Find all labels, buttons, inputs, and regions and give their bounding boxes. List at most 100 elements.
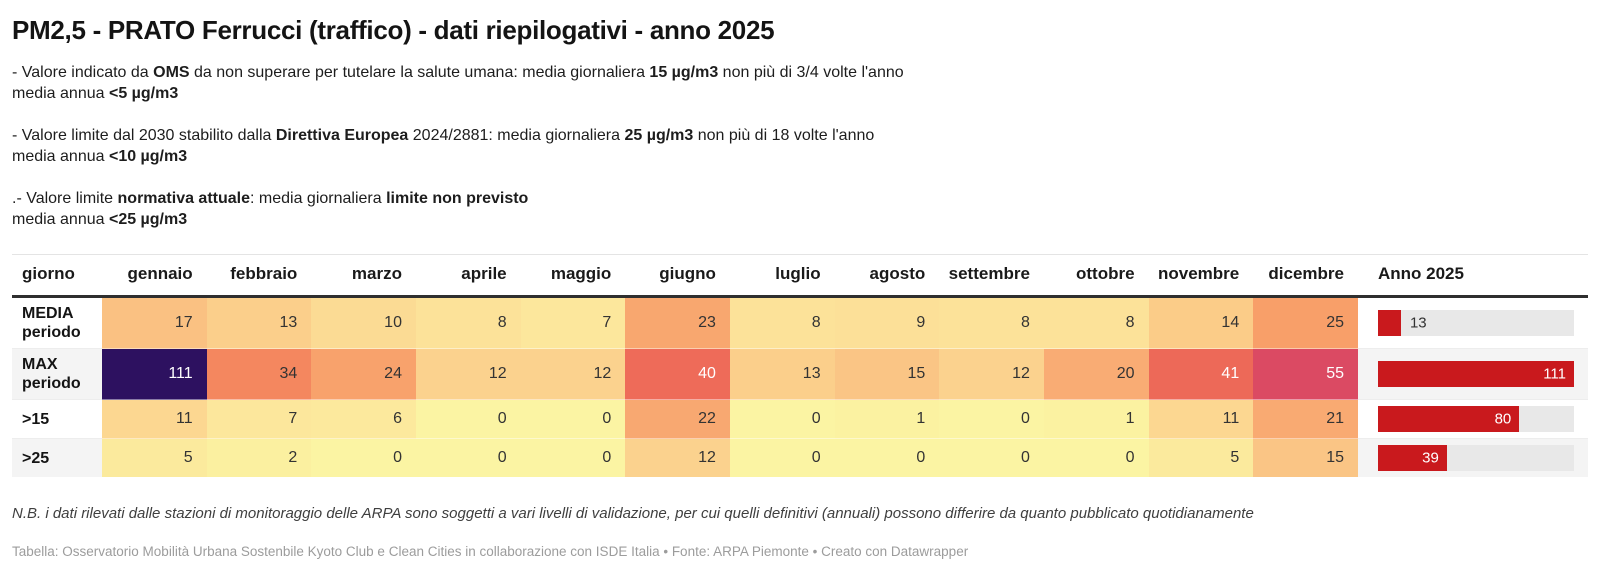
anno-bar-cell: 80: [1358, 399, 1588, 439]
page-title: PM2,5 - PRATO Ferrucci (traffico) - dati…: [12, 15, 775, 45]
bar-value-label: 13: [1409, 314, 1427, 332]
heat-cell: 24: [311, 348, 416, 400]
description-text: 2024/2881: media giornaliera: [408, 127, 625, 144]
heat-cell: 7: [206, 399, 312, 439]
summary-table: giorno gennaio febbraio marzo aprile maggio gi…: [12, 254, 1588, 477]
heat-cell: 0: [1043, 438, 1149, 477]
heat-cell: 0: [311, 438, 416, 477]
heat-cell: 25: [1253, 296, 1358, 349]
heat-cell: 12: [939, 348, 1044, 400]
validation-note: N.B. i dati rilevati dalle stazioni di m…: [12, 505, 1254, 522]
heat-cell: 5: [1148, 438, 1254, 477]
table-row: >25 5 2 0 0 0 12 0 0 0 0 5 15 39: [12, 438, 1588, 477]
heat-cell: 11: [102, 399, 207, 439]
heat-cell: 2: [206, 438, 312, 477]
description-text: - Valore limite dal 2030 stabilito dalla: [12, 127, 276, 144]
row-label: MEDIA periodo: [12, 296, 102, 349]
description-text: media annua: [12, 148, 109, 165]
heat-cell: 0: [729, 438, 835, 477]
description-text: media annua: [12, 211, 109, 228]
description-bold-text: normativa attuale: [117, 190, 250, 207]
heat-cell: 15: [1253, 438, 1358, 477]
table-header-row: giorno gennaio febbraio marzo aprile maggio gi…: [12, 254, 1588, 298]
heat-cell: 8: [1043, 296, 1149, 349]
heat-cell: 0: [520, 399, 626, 439]
row-label: >25: [12, 438, 102, 477]
heat-cell: 20: [1043, 348, 1149, 400]
heat-cell: 13: [206, 296, 312, 349]
heat-cell: 1: [1043, 399, 1149, 439]
description-bold-text: 15 µg/m3: [649, 64, 719, 81]
bar-value-label: 80: [1494, 410, 1512, 428]
heat-cell: 13: [729, 348, 835, 400]
description-paragraph: - Valore limite dal 2030 stabilito dalla…: [12, 125, 1588, 167]
column-header-giugno: giugno: [625, 254, 730, 298]
heat-cell: 9: [834, 296, 940, 349]
heat-cell: 1: [834, 399, 940, 439]
heat-cell: 55: [1253, 348, 1358, 400]
bar-fill: [1378, 310, 1401, 336]
heat-cell: 12: [415, 348, 521, 400]
heat-cell: 0: [415, 399, 521, 439]
description-bold-text: <10 µg/m3: [108, 148, 188, 165]
description-text: - Valore indicato da: [12, 64, 154, 81]
description-bold-text: limite non previsto: [386, 190, 529, 207]
heat-cell: 0: [415, 438, 521, 477]
column-header-dicembre: dicembre: [1253, 254, 1358, 298]
heat-cell: 0: [520, 438, 626, 477]
anno-bar-cell: 39: [1358, 438, 1588, 477]
heat-cell: 0: [939, 438, 1044, 477]
heat-cell: 12: [520, 348, 626, 400]
heat-cell: 0: [729, 399, 835, 439]
table-row: MAX periodo 111 34 24 12 12 40 13 15 12 20 41 55 111: [12, 348, 1588, 400]
description-bold-text: <5 µg/m3: [108, 85, 179, 102]
heat-cell: 41: [1148, 348, 1254, 400]
description-paragraph: - Valore indicato da OMS da non superare…: [12, 62, 1588, 104]
anno-bar-cell: 13: [1358, 296, 1588, 349]
description-bold-text: Direttiva Europea: [275, 127, 409, 144]
description-block: - Valore indicato da OMS da non superare…: [12, 62, 1588, 230]
bar-track: 80: [1378, 406, 1574, 432]
bar-fill: [1378, 406, 1520, 432]
description-bold-text: 25 µg/m3: [624, 127, 694, 144]
heat-cell: 10: [311, 296, 416, 349]
heat-cell: 7: [520, 296, 626, 349]
column-header-maggio: maggio: [520, 254, 626, 298]
bar-track: 13: [1378, 310, 1574, 336]
heat-cell: 6: [311, 399, 416, 439]
column-header-novembre: novembre: [1148, 254, 1254, 298]
description-bold-text: <25 µg/m3: [108, 211, 188, 228]
bar-value-label: 111: [1543, 365, 1566, 383]
row-label: MAX periodo: [12, 348, 102, 400]
heat-cell: 14: [1148, 296, 1254, 349]
description-text: : media giornaliera: [250, 190, 387, 207]
bar-fill: [1378, 361, 1574, 387]
heat-cell: 0: [939, 399, 1044, 439]
column-header-ottobre: ottobre: [1043, 254, 1149, 298]
column-header-gennaio: gennaio: [102, 254, 207, 298]
heat-cell: 12: [625, 438, 730, 477]
heat-cell: 17: [102, 296, 207, 349]
bar-track: 39: [1378, 445, 1574, 471]
heat-cell: 34: [206, 348, 312, 400]
column-header-settembre: settembre: [939, 254, 1044, 298]
column-header-giorno: giorno: [12, 254, 102, 298]
anno-bar-cell: 111: [1358, 348, 1588, 400]
heat-cell: 5: [102, 438, 207, 477]
heat-cell: 11: [1148, 399, 1254, 439]
column-header-febbraio: febbraio: [206, 254, 312, 298]
column-header-marzo: marzo: [311, 254, 416, 298]
column-header-anno-2025: Anno 2025: [1358, 254, 1588, 298]
bar-track: 111: [1378, 361, 1574, 387]
column-header-luglio: luglio: [729, 254, 835, 298]
heat-cell: 111: [102, 348, 207, 400]
description-paragraph: .- Valore limite normativa attuale: medi…: [12, 188, 1588, 230]
column-header-agosto: agosto: [834, 254, 940, 298]
heat-cell: 8: [729, 296, 835, 349]
heat-cell: 15: [834, 348, 940, 400]
heat-cell: 21: [1253, 399, 1358, 439]
heat-cell: 0: [834, 438, 940, 477]
description-text: media annua: [12, 85, 109, 102]
attribution-line: Tabella: Osservatorio Mobilità Urbana So…: [12, 544, 969, 559]
